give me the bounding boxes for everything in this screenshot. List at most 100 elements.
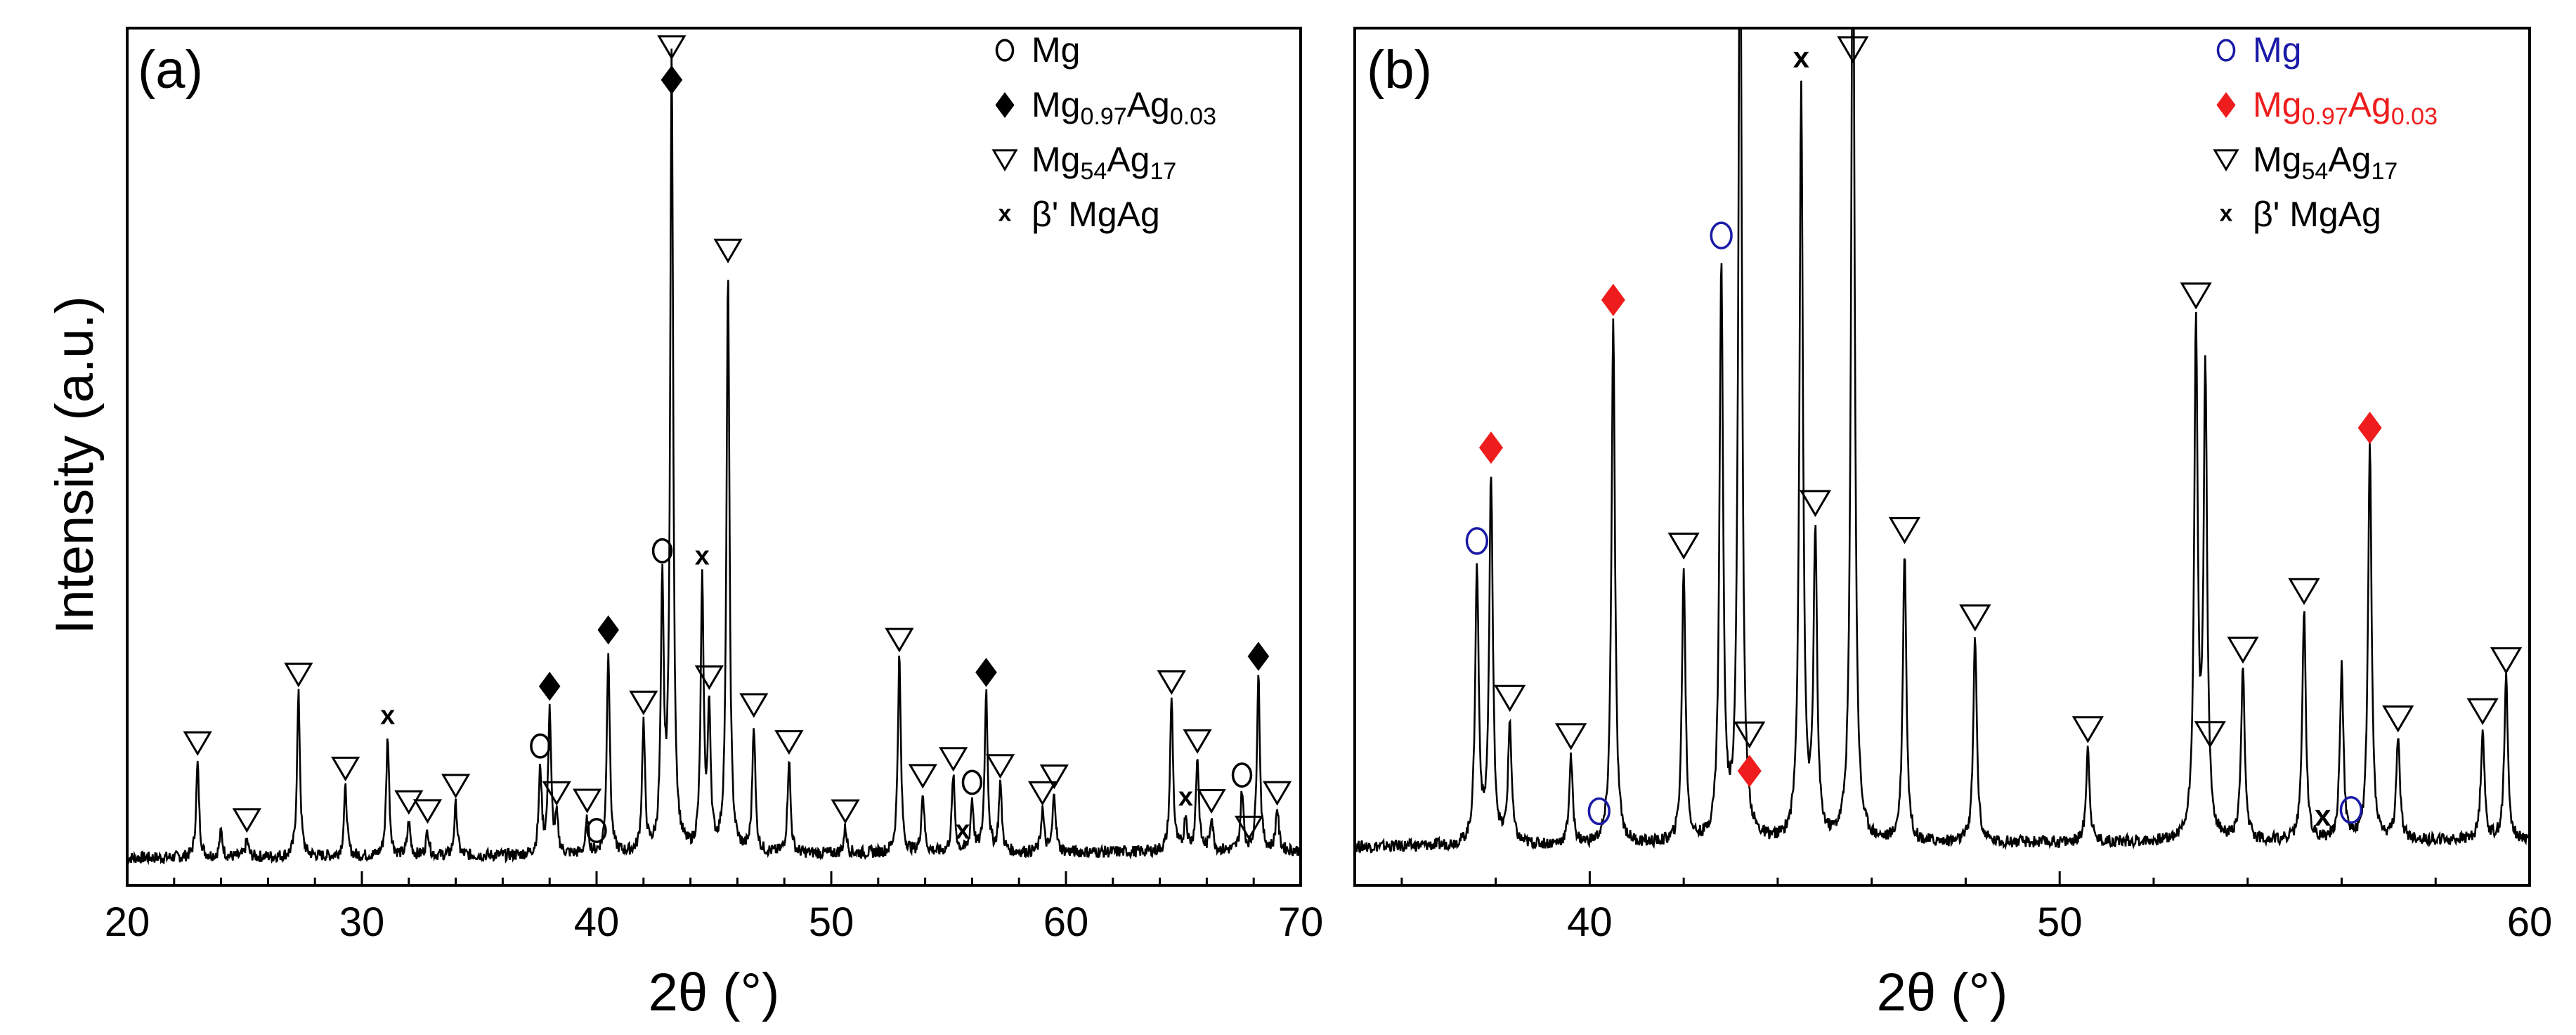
panel-b-peak-marker-tri xyxy=(2288,578,2320,606)
legend-element: Mg xyxy=(2253,85,2301,124)
panel-a-peak-marker-tri xyxy=(542,781,571,806)
panel-a-peak-marker-tri xyxy=(1262,781,1292,806)
panel-b-peak-marker-x: x xyxy=(1793,41,1810,74)
legend-subscript: 0.97 xyxy=(1080,103,1126,130)
panel-a-marker-layer: x x x x xyxy=(183,35,1292,845)
panel-a-peak-marker-tri xyxy=(1039,764,1069,790)
panel-b-peak-marker-tri xyxy=(2227,637,2259,664)
legend-element: Mg xyxy=(1032,85,1080,124)
panel-b-xrd-trace xyxy=(1355,28,2530,854)
legend-element: Mg xyxy=(1032,140,1080,179)
panel-a-peak-marker-tri xyxy=(1234,815,1264,840)
panel-b-peak-marker-o xyxy=(2339,796,2363,824)
panel-a-peak-marker-x: x xyxy=(695,541,710,571)
legend-element: Mg xyxy=(2253,140,2301,179)
panel-a-peak-marker-tri xyxy=(412,799,443,824)
panel-a-legend-marker-o xyxy=(995,39,1015,62)
panel-a-peak-marker-o xyxy=(530,733,551,759)
panel-b-peak-marker-tri xyxy=(1799,490,1832,517)
panel-b-peak-marker-tri xyxy=(1959,604,1991,632)
panel-a-x-axis-label: 2θ (°) xyxy=(649,963,780,1022)
panel-b-trace-layer xyxy=(1355,28,2530,854)
panel-b-peak-marker-o xyxy=(1465,527,1489,555)
panel-b-peak-marker-diamond xyxy=(1478,431,1503,464)
panel-b-legend-marker-diamond xyxy=(2216,92,2236,118)
panel-a-peak-marker-tri xyxy=(908,764,937,789)
panel-b-frame xyxy=(1353,27,2531,887)
panel-b-legend-label: Mg0.97Ag0.03 xyxy=(2253,85,2438,130)
panel-a-peak-marker-diamond xyxy=(538,671,561,701)
panel-a-peak-marker-tri xyxy=(885,627,914,653)
panel-b-peak-marker-tri xyxy=(1733,721,1766,749)
panel-b-x-axis-label: 2θ (°) xyxy=(1877,963,2008,1022)
panel-b-peak-marker-tri xyxy=(2071,716,2104,743)
panel-a-peak-marker-diamond xyxy=(1247,642,1270,671)
panel-a-tick-layer: 20 30 40 50 60 70 xyxy=(105,871,1324,945)
y-axis-label: Intensity (a.u.) xyxy=(45,296,105,634)
legend-subscript: 54 xyxy=(1080,158,1107,185)
panel-a-xrd-trace xyxy=(127,48,1301,866)
legend-subscript: 54 xyxy=(2301,158,2328,185)
panel-a-peak-marker-o xyxy=(651,538,673,564)
panel-a-x-tick-label: 70 xyxy=(1278,899,1324,945)
panel-b-peak-marker-tri xyxy=(2194,721,2226,748)
panel-a-x-tick-label: 30 xyxy=(339,899,385,945)
panel-b-label: (b) xyxy=(1367,40,1432,100)
panel-b-peak-marker-tri xyxy=(2180,282,2212,310)
panel-a-peak-marker-tri xyxy=(694,665,724,691)
panel-b-legend-marker-x: x xyxy=(2220,200,2233,226)
panel-a-peak-marker-tri xyxy=(985,754,1015,779)
panel-a-legend-label: Mg0.97Ag0.03 xyxy=(1032,85,1216,130)
panel-a-legend-label: β' MgAg xyxy=(1032,195,1160,234)
panel-b-peak-marker-o xyxy=(1587,797,1611,826)
panel-a-peak-marker-o xyxy=(586,818,607,843)
panel-b-legend-marker-o xyxy=(2216,39,2236,62)
panel-a-peak-marker-diamond xyxy=(975,658,997,687)
panel-a-peak-marker-tri xyxy=(1027,781,1058,806)
legend-subscript: 17 xyxy=(2371,158,2398,185)
panel-b-peak-marker-tri xyxy=(2490,647,2523,675)
panel-b-peak-marker-tri xyxy=(1667,533,1700,560)
panel-b-peak-marker-diamond xyxy=(2357,411,2382,444)
panel-b-x-tick-label: 40 xyxy=(1567,899,1613,945)
panel-b-legend-label: Mg xyxy=(2253,30,2301,70)
panel-b-peak-marker-tri xyxy=(2466,698,2499,726)
legend-element: Ag xyxy=(2328,140,2371,179)
panel-b-tick-layer: 40 50 60 xyxy=(1400,871,2553,945)
panel-a-peak-marker-tri xyxy=(774,730,804,755)
panel-a-peak-marker-tri xyxy=(939,747,968,772)
panel-b-legend-marker-tri xyxy=(2213,149,2239,172)
legend-element: Ag xyxy=(1107,140,1150,179)
panel-a-peak-marker-tri xyxy=(713,238,743,263)
panel-a-peak-marker-o xyxy=(1231,762,1253,788)
panel-a-peak-marker-tri xyxy=(1157,670,1186,696)
panel-a-peak-marker-o xyxy=(961,769,983,795)
legend-subscript: 0.97 xyxy=(2301,103,2348,130)
panel-a-legend-marker-x: x xyxy=(998,200,1012,226)
panel-b-x-tick-label: 60 xyxy=(2507,899,2553,945)
panel-a-legend-marker-tri xyxy=(991,149,1018,172)
panel-b-peak-marker-x: x xyxy=(2315,799,2331,832)
panel-a-legend-marker-diamond xyxy=(995,92,1015,118)
panel-b-peak-marker-tri xyxy=(1837,36,1869,63)
panel-a-peak-marker-tri xyxy=(573,788,602,814)
panel-b-peak-marker-tri xyxy=(1494,684,1526,712)
panel-a-x-tick-label: 20 xyxy=(105,899,150,945)
legend-subscript: 17 xyxy=(1150,158,1176,185)
panel-b-marker-layer: xx xyxy=(1465,36,2523,832)
panel-a-peak-marker-tri xyxy=(739,693,769,718)
legend-element: Ag xyxy=(1127,85,1170,124)
panel-a-peak-marker-tri xyxy=(232,808,261,833)
panel-b-legend-label: Mg54Ag17 xyxy=(2253,140,2398,185)
panel-a-label: (a) xyxy=(138,40,203,100)
panel-b-peak-marker-tri xyxy=(2382,705,2414,733)
legend-subscript: 0.03 xyxy=(1170,103,1216,130)
panel-b-peak-marker-diamond xyxy=(1601,283,1625,316)
panel-a-peak-marker-tri xyxy=(629,690,658,715)
panel-a-peak-marker-diamond xyxy=(597,615,619,645)
panel-a-peak-marker-tri xyxy=(657,35,687,60)
